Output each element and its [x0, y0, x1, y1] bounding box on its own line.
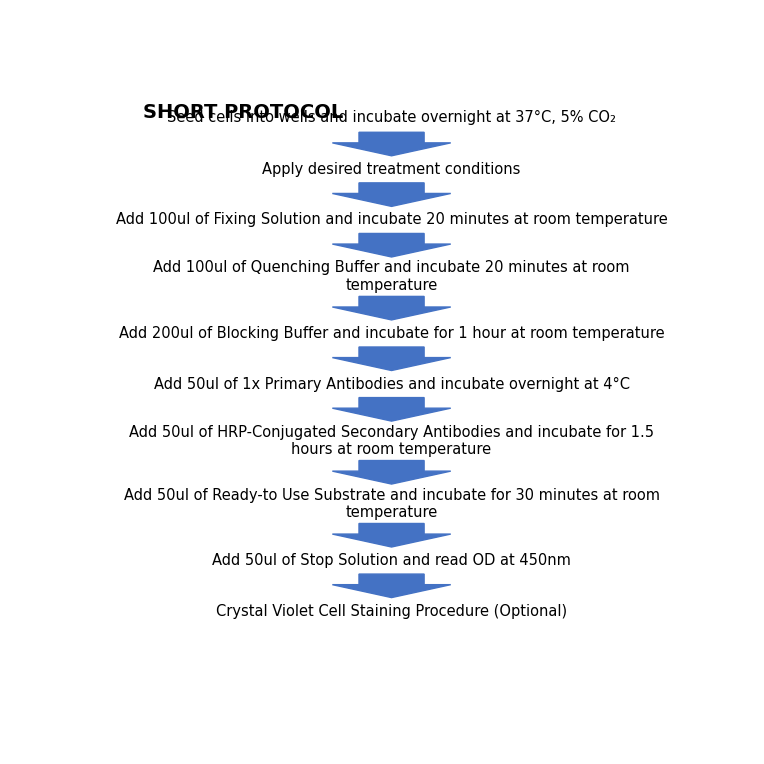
Polygon shape	[332, 183, 451, 206]
Text: Add 200ul of Blocking Buffer and incubate for 1 hour at room temperature: Add 200ul of Blocking Buffer and incubat…	[118, 326, 665, 341]
Text: Apply des​ired treatment conditions: Apply des​ired treatment conditions	[262, 162, 521, 176]
Polygon shape	[332, 461, 451, 484]
Text: Seed cells into wells and incubate overnight at 37°C, 5% CO₂: Seed cells into wells and incubate overn…	[167, 110, 616, 125]
Polygon shape	[332, 574, 451, 597]
Text: SHORT PROTOCOL: SHORT PROTOCOL	[143, 103, 343, 122]
Text: Add 50ul of HRP-Conjugated Secondary Antibodies and incubate for 1.5
hours at ro: Add 50ul of HRP-Conjugated Secondary Ant…	[129, 425, 654, 457]
Text: Crystal Violet Cell Staining Procedure (Optional): Crystal Violet Cell Staining Procedure (…	[216, 604, 567, 619]
Polygon shape	[332, 296, 451, 320]
Text: Add 50ul of Ready-to Use Substrate and incubate for 30 minutes at room
temperatu: Add 50ul of Ready-to Use Substrate and i…	[124, 487, 659, 520]
Text: Add 100ul of Fixing Solution and incubate 20 minutes at room temperature: Add 100ul of Fixing Solution and incubat…	[115, 212, 668, 228]
Text: Add 50ul of Stop Solution and read OD at 450nm: Add 50ul of Stop Solution and read OD at…	[212, 553, 571, 568]
Text: Add 50ul of 1x Primary Antibodies and incubate overnight at 4°C: Add 50ul of 1x Primary Antibodies and in…	[154, 377, 630, 392]
Text: Add 100ul of Quenching Buffer and incubate 20 minutes at room
temperature: Add 100ul of Quenching Buffer and incuba…	[154, 261, 630, 293]
Polygon shape	[332, 234, 451, 257]
Polygon shape	[332, 523, 451, 547]
Polygon shape	[332, 397, 451, 421]
Polygon shape	[332, 132, 451, 156]
Polygon shape	[332, 347, 451, 371]
